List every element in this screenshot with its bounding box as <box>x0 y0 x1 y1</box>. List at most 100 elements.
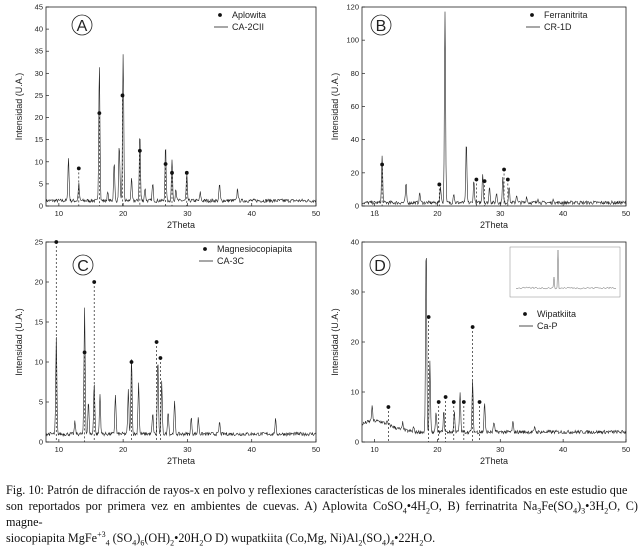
reference-marker <box>426 315 431 319</box>
y-tick-label: 30 <box>35 69 43 78</box>
x-tick-label: 30 <box>183 209 191 218</box>
reference-marker <box>184 170 189 175</box>
reference-marker <box>470 325 475 329</box>
panel-letter-circle <box>369 254 391 276</box>
series-line-cr-1d <box>361 11 627 206</box>
x-tick-label: 30 <box>183 445 191 454</box>
x-tick-label: 30 <box>496 209 504 218</box>
reference-marker <box>477 400 482 404</box>
chart-panel-d: 0 10 20 30 40 10 20 30 40 50 2Theta Intensidad (U.A… <box>330 238 630 467</box>
caption-line-1: Fig. 10: Patrón de difracción de rayos-x… <box>6 483 628 497</box>
panel-letter-d: D <box>374 258 386 275</box>
caption-text: •3H <box>585 499 605 513</box>
figure-canvas: 0 5 10 15 20 25 30 35 40 45 10 20 30 40 50 2Theta Intens… <box>14 3 630 467</box>
y-tick-label: 15 <box>35 318 43 327</box>
reference-marker <box>82 350 87 355</box>
x-tick-label: 50 <box>622 209 630 218</box>
y-tick-label: 0 <box>39 202 43 211</box>
caption-sub: 4 <box>402 506 407 516</box>
caption-text: O. <box>423 531 436 545</box>
x-tick-label: 10 <box>55 445 63 454</box>
chart-panel-a: 0 5 10 15 20 25 30 35 40 45 10 20 30 40 50 2Theta Intens… <box>14 3 320 231</box>
caption-sub: 3 <box>581 506 586 516</box>
caption-text: (OH) <box>144 531 171 545</box>
reference-marker <box>502 167 506 172</box>
panel-letter-circle <box>71 14 93 36</box>
reference-marker <box>158 356 163 360</box>
reference-marker <box>92 280 97 284</box>
plot-frame <box>361 6 627 207</box>
legend-entry-ca-3c: CA-3C <box>217 256 245 266</box>
caption-text: O, C) magne- <box>6 499 638 529</box>
y-tick-label: 35 <box>35 47 43 56</box>
legend-entry-wipatkiita: Wipatkiita <box>537 309 576 319</box>
reference-marker <box>461 400 466 404</box>
y-tick-label: 30 <box>351 288 359 297</box>
y-tick-label: 45 <box>35 3 43 12</box>
y-tick-label: 80 <box>351 69 359 78</box>
y-axis-label: Intensidad (U.A.) <box>14 308 24 376</box>
y-tick-label: 25 <box>35 91 43 100</box>
reference-marker <box>54 240 59 244</box>
reference-marker <box>474 177 479 182</box>
reference-marker <box>505 177 510 182</box>
caption-sub: 2 <box>604 506 609 516</box>
caption-sub: 4 <box>573 506 578 516</box>
caption-text: siocopiapita MgFe <box>6 531 98 545</box>
legend-marker <box>218 13 222 17</box>
x-tick-label: 40 <box>248 445 256 454</box>
reference-marker <box>437 182 442 187</box>
x-tick-label: 10 <box>55 209 63 218</box>
x-tick-label: 50 <box>312 209 320 218</box>
reference-marker <box>154 340 159 344</box>
y-tick-label: 0 <box>39 438 43 447</box>
panel-letter-circle <box>370 14 392 36</box>
reference-marker <box>129 360 134 364</box>
legend-marker <box>530 13 534 17</box>
panel-letter-b: B <box>376 18 387 35</box>
x-tick-label: 10 <box>370 445 378 454</box>
reference-marker <box>76 166 81 171</box>
x-tick-label: 40 <box>559 445 567 454</box>
reference-marker <box>451 400 456 404</box>
y-tick-label: 15 <box>35 135 43 144</box>
reference-marker <box>482 179 487 184</box>
y-axis-label: Intensidad (U.A.) <box>330 308 340 376</box>
y-tick-label: 25 <box>35 238 43 247</box>
series-line-ca-2cii <box>45 54 317 204</box>
panel-letter-c: C <box>77 258 89 275</box>
y-tick-label: 10 <box>351 388 359 397</box>
y-tick-label: 5 <box>39 179 43 188</box>
y-tick-label: 10 <box>35 358 43 367</box>
y-tick-label: 120 <box>346 3 359 12</box>
legend-marker <box>523 312 527 316</box>
x-tick-label: 50 <box>312 445 320 454</box>
y-axis-label: Intensidad (U.A.) <box>14 73 24 141</box>
reference-marker <box>386 405 391 409</box>
inset-chart <box>509 246 621 298</box>
legend-entry-ferranitrita: Ferranitrita <box>544 10 588 20</box>
x-axis-label: 2Theta <box>480 456 508 466</box>
reference-marker <box>120 93 125 98</box>
x-axis-label: 2Theta <box>167 220 195 230</box>
panel-letter-circle <box>72 254 94 276</box>
caption-text: (SO <box>109 531 133 545</box>
caption-text: •4H <box>406 499 426 513</box>
y-tick-label: 100 <box>346 36 359 45</box>
x-tick-label: 20 <box>433 445 441 454</box>
figure-caption: Fig. 10: Patrón de difracción de rayos-x… <box>6 482 638 547</box>
caption-text: son reportados por primera vez en ambien… <box>6 499 403 513</box>
y-tick-label: 0 <box>355 202 359 211</box>
inset-frame <box>509 246 621 298</box>
panel-letter-a: A <box>77 18 88 35</box>
y-tick-label: 40 <box>351 238 359 247</box>
x-axis-label: 2Theta <box>167 456 195 466</box>
y-tick-label: 20 <box>351 168 359 177</box>
series-line-ca-3c <box>45 307 317 437</box>
plot-frame <box>45 6 317 207</box>
caption-text: ) <box>577 499 582 513</box>
y-tick-label: 60 <box>351 102 359 111</box>
legend-entry-aplowita: Aplowita <box>232 10 266 20</box>
x-tick-label: 1ß <box>370 209 379 218</box>
caption-sup: +3 <box>97 529 106 539</box>
